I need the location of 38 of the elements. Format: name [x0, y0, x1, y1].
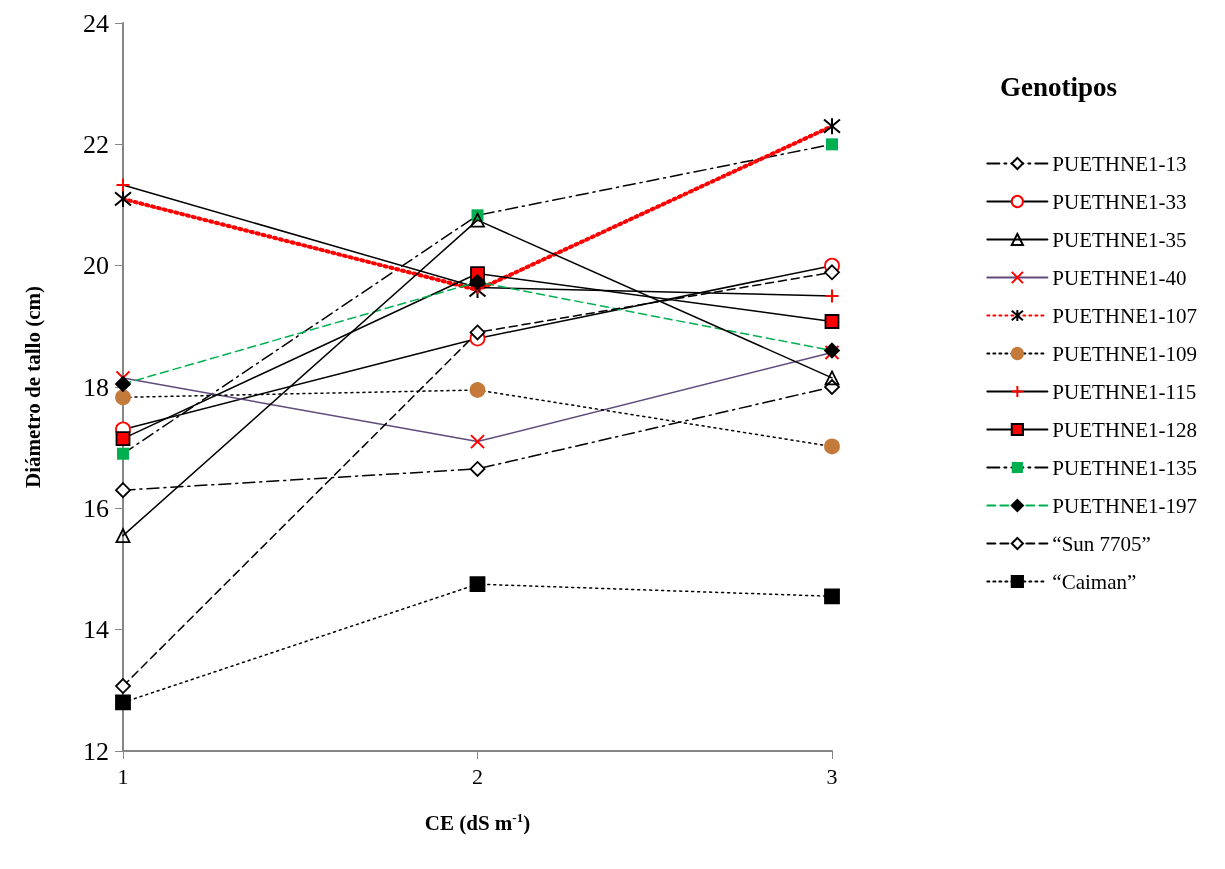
- y-tick-label: 20: [83, 251, 109, 281]
- legend-label: PUETHNE1-40: [1052, 265, 1187, 290]
- x-tick-label: 3: [826, 763, 838, 789]
- legend-label: PUETHNE1-109: [1052, 341, 1197, 366]
- legend-label: PUETHNE1-197: [1052, 493, 1197, 518]
- y-tick-label: 14: [83, 615, 109, 645]
- point: [824, 264, 840, 281]
- legend-label: PUETHNE1-115: [1052, 379, 1197, 404]
- x-tick-label: 2: [472, 763, 483, 789]
- point: [824, 379, 840, 395]
- point: [824, 588, 840, 605]
- x-tick-label: 1: [117, 763, 129, 789]
- point: [469, 461, 486, 477]
- legend-label: “Caiman”: [1052, 569, 1137, 594]
- legend-label: PUETHNE1-35: [1052, 227, 1187, 252]
- legend-label: PUETHNE1-107: [1052, 303, 1197, 328]
- y-tick-label: 24: [83, 8, 109, 38]
- y-tick-label: 22: [83, 129, 109, 159]
- point: [115, 678, 131, 694]
- point: [824, 314, 840, 329]
- point: [115, 431, 131, 446]
- y-tick-label: 16: [83, 493, 109, 523]
- point: [824, 370, 840, 386]
- legend-label: PUETHNE1-135: [1052, 455, 1197, 480]
- y-axis-title: Diámetro de tallo (cm): [20, 286, 45, 488]
- point: [469, 324, 486, 341]
- point: [469, 576, 486, 593]
- legend-label: PUETHNE1-33: [1052, 189, 1187, 214]
- point: [115, 482, 131, 499]
- point: [115, 528, 131, 544]
- legend-label: “Sun 7705”: [1052, 531, 1151, 556]
- y-tick-label: 12: [83, 736, 109, 766]
- y-tick-label: 18: [83, 372, 109, 402]
- legend-label: PUETHNE1-128: [1052, 417, 1197, 442]
- legend-title: Genotipos: [999, 71, 1118, 102]
- point: [470, 212, 485, 228]
- point: [115, 694, 131, 711]
- legend-label: PUETHNE1-13: [1052, 151, 1187, 176]
